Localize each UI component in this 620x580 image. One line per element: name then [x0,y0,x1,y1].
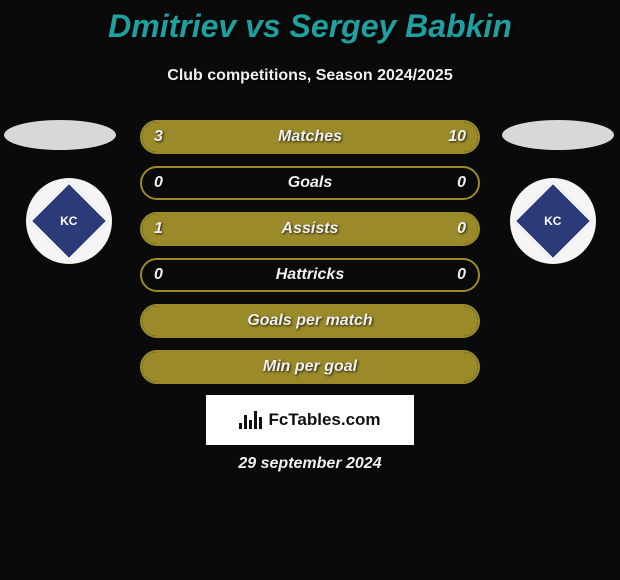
stat-val-right: 0 [457,220,466,238]
stat-label: Min per goal [263,358,357,376]
stat-val-right: 10 [448,128,466,146]
stat-row-goals: 0 Goals 0 [140,166,480,200]
stat-label: Goals per match [247,312,372,330]
club-label-right: KC [544,214,561,228]
stat-row-matches: 3 Matches 10 [140,120,480,154]
club-diamond-left: KC [29,181,108,260]
subtitle: Club competitions, Season 2024/2025 [0,67,620,85]
stat-row-hattricks: 0 Hattricks 0 [140,258,480,292]
stat-val-left: 1 [154,220,163,238]
bars-icon [239,411,262,429]
stat-row-min-per-goal: Min per goal [140,350,480,384]
stat-row-assists: 1 Assists 0 [140,212,480,246]
stat-val-right: 0 [457,266,466,284]
stat-label: Assists [282,220,339,238]
stat-label: Goals [288,174,332,192]
page-title: Dmitriev vs Sergey Babkin [0,0,620,45]
club-badge-left: KC [26,178,112,264]
player-right-photo [502,120,614,150]
club-label-left: KC [60,214,77,228]
date: 29 september 2024 [0,455,620,473]
stat-label: Hattricks [276,266,344,284]
stat-val-right: 0 [457,174,466,192]
stat-val-left: 0 [154,266,163,284]
stat-row-goals-per-match: Goals per match [140,304,480,338]
stat-fill-right [219,122,478,152]
stats-container: 3 Matches 10 0 Goals 0 1 Assists 0 0 Hat… [140,120,480,396]
player-left-photo [4,120,116,150]
stat-label: Matches [278,128,342,146]
stat-val-left: 3 [154,128,163,146]
stat-val-left: 0 [154,174,163,192]
club-diamond-right: KC [513,181,592,260]
club-badge-right: KC [510,178,596,264]
watermark: FcTables.com [206,395,414,445]
watermark-text: FcTables.com [268,410,380,430]
